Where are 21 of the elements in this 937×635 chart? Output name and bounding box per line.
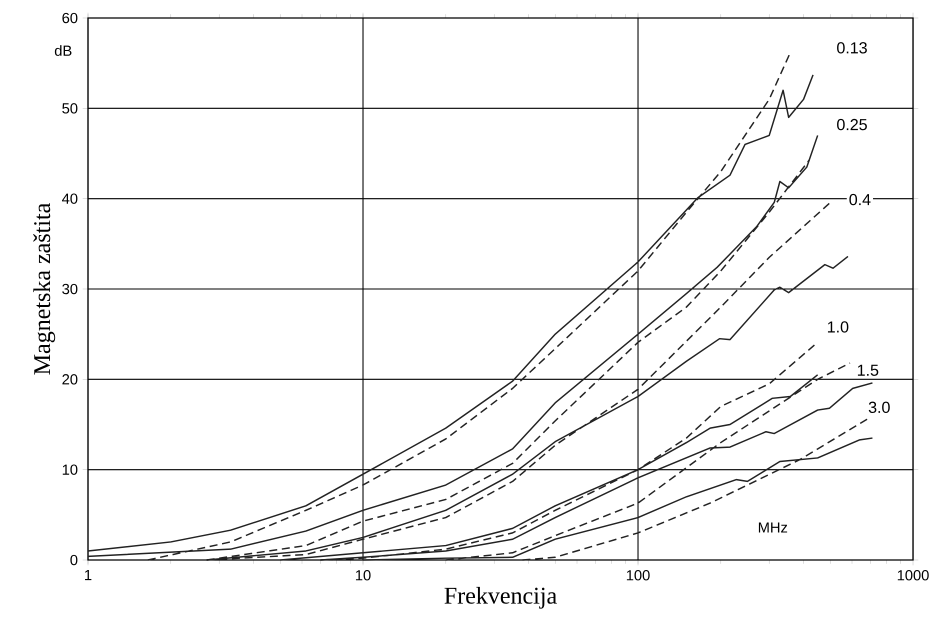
annotation: 1.0 — [828, 321, 848, 333]
text: dB — [54, 45, 72, 56]
y-axis-title: Magnetska zaštita — [33, 203, 56, 375]
y-tick-label: 50 — [62, 103, 78, 114]
x-tick-label: 100 — [626, 570, 650, 580]
annotation: MHz — [758, 522, 788, 533]
annotation: 0.4 — [849, 194, 871, 206]
y-tick-label: 10 — [62, 464, 78, 475]
x-tick-label: 1000 — [898, 570, 929, 580]
y-tick-label: 30 — [62, 284, 78, 294]
annotation: 0.13 — [837, 42, 867, 54]
annotation: 3.0 — [868, 402, 890, 413]
y-tick-label: 0 — [70, 554, 78, 566]
y-tick-label: 60 — [62, 12, 78, 24]
x-tick-label: 10 — [356, 570, 371, 580]
y-tick-label: 40 — [62, 193, 78, 204]
y-tick-label: 20 — [62, 374, 78, 385]
annotation: 0.25 — [837, 118, 867, 130]
x-axis-title: Frekvencija — [444, 586, 557, 609]
x-tick-label: 1 — [85, 570, 92, 580]
annotation: 1.5 — [858, 364, 878, 376]
